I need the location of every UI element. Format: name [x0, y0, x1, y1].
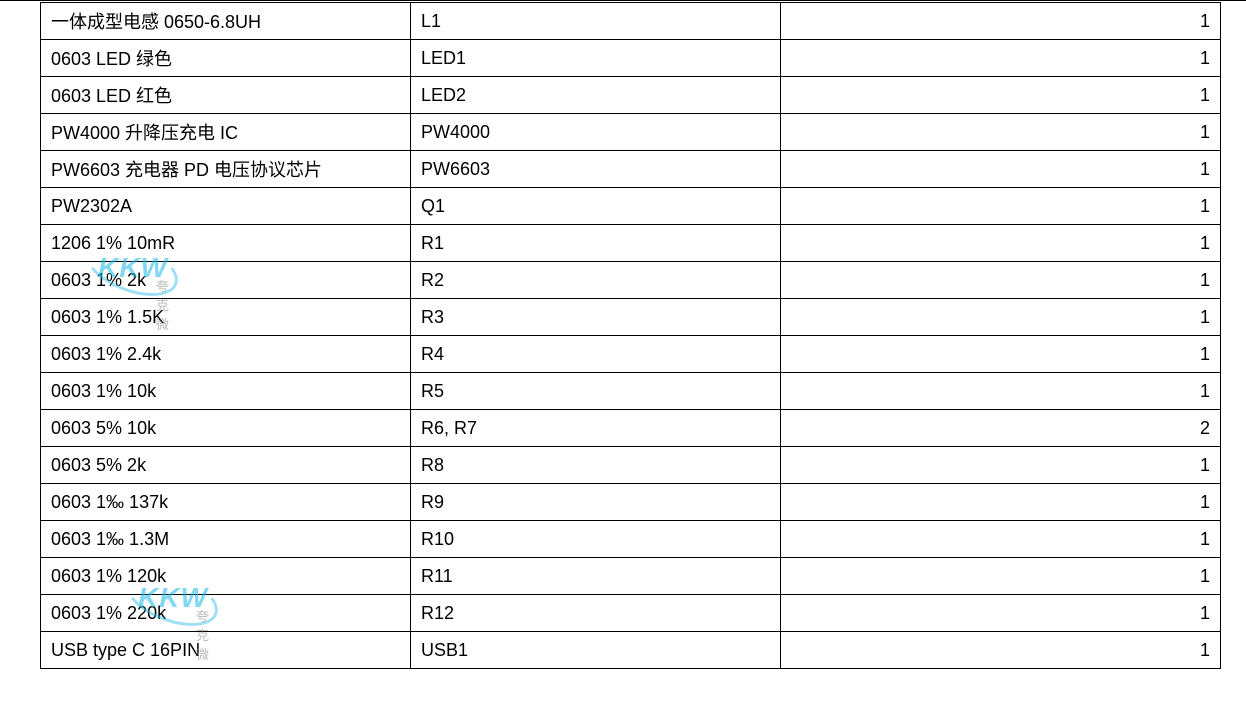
cell-reference: USB1 — [411, 632, 781, 669]
cell-reference: L1 — [411, 3, 781, 40]
cell-quantity: 1 — [781, 114, 1221, 151]
cell-description: 0603 1% 120k — [41, 558, 411, 595]
cell-reference: R5 — [411, 373, 781, 410]
cell-description: 0603 LED 红色 — [41, 77, 411, 114]
cell-quantity: 1 — [781, 521, 1221, 558]
cell-description: 0603 1‰ 1.3M — [41, 521, 411, 558]
cell-reference: R9 — [411, 484, 781, 521]
cell-quantity: 1 — [781, 632, 1221, 669]
cell-quantity: 1 — [781, 447, 1221, 484]
table-row: 一体成型电感 0650-6.8UHL11 — [41, 3, 1221, 40]
cell-description: 0603 1‰ 137k — [41, 484, 411, 521]
cell-quantity: 1 — [781, 77, 1221, 114]
cell-reference: PW6603 — [411, 151, 781, 188]
cell-quantity: 1 — [781, 40, 1221, 77]
cell-quantity: 1 — [781, 151, 1221, 188]
cell-description: 0603 LED 绿色 — [41, 40, 411, 77]
table-row: 0603 1% 1.5KR31 — [41, 299, 1221, 336]
table-row: 0603 5% 2kR81 — [41, 447, 1221, 484]
cell-reference: R8 — [411, 447, 781, 484]
table-row: 0603 LED 绿色LED11 — [41, 40, 1221, 77]
cell-reference: LED1 — [411, 40, 781, 77]
cell-description: 0603 1% 2.4k — [41, 336, 411, 373]
cell-reference: R3 — [411, 299, 781, 336]
table-row: 0603 1‰ 137kR91 — [41, 484, 1221, 521]
cell-description: PW6603 充电器 PD 电压协议芯片 — [41, 151, 411, 188]
table-row: 0603 1‰ 1.3MR101 — [41, 521, 1221, 558]
cell-description: 1206 1% 10mR — [41, 225, 411, 262]
table-row: 0603 1% 10kR51 — [41, 373, 1221, 410]
cell-reference: R1 — [411, 225, 781, 262]
cell-reference: Q1 — [411, 188, 781, 225]
table-row: PW2302AQ11 — [41, 188, 1221, 225]
table-row: 0603 LED 红色LED21 — [41, 77, 1221, 114]
cell-quantity: 1 — [781, 558, 1221, 595]
cell-reference: PW4000 — [411, 114, 781, 151]
cell-quantity: 1 — [781, 3, 1221, 40]
cell-quantity: 1 — [781, 595, 1221, 632]
cell-reference: R11 — [411, 558, 781, 595]
cell-description: 0603 1% 220k — [41, 595, 411, 632]
bom-table-body: 一体成型电感 0650-6.8UHL110603 LED 绿色LED110603… — [41, 3, 1221, 669]
table-row: 0603 5% 10kR6, R72 — [41, 410, 1221, 447]
cell-description: 一体成型电感 0650-6.8UH — [41, 3, 411, 40]
cell-reference: LED2 — [411, 77, 781, 114]
table-row: 1206 1% 10mRR11 — [41, 225, 1221, 262]
table-row: PW6603 充电器 PD 电压协议芯片PW66031 — [41, 151, 1221, 188]
cell-quantity: 1 — [781, 484, 1221, 521]
table-row: 0603 1% 2.4kR41 — [41, 336, 1221, 373]
cell-quantity: 1 — [781, 262, 1221, 299]
cell-reference: R12 — [411, 595, 781, 632]
cell-reference: R2 — [411, 262, 781, 299]
table-row: 0603 1% 220kR121 — [41, 595, 1221, 632]
cell-reference: R10 — [411, 521, 781, 558]
cell-description: USB type C 16PIN — [41, 632, 411, 669]
table-row: 0603 1% 120kR111 — [41, 558, 1221, 595]
cell-description: PW4000 升降压充电 IC — [41, 114, 411, 151]
cell-description: 0603 5% 10k — [41, 410, 411, 447]
cell-quantity: 1 — [781, 188, 1221, 225]
cell-description: PW2302A — [41, 188, 411, 225]
cell-description: 0603 1% 10k — [41, 373, 411, 410]
cell-description: 0603 5% 2k — [41, 447, 411, 484]
top-border-line — [0, 0, 1246, 1]
cell-reference: R6, R7 — [411, 410, 781, 447]
cell-quantity: 2 — [781, 410, 1221, 447]
cell-reference: R4 — [411, 336, 781, 373]
bom-table: 一体成型电感 0650-6.8UHL110603 LED 绿色LED110603… — [40, 2, 1221, 669]
table-row: PW4000 升降压充电 ICPW40001 — [41, 114, 1221, 151]
cell-quantity: 1 — [781, 336, 1221, 373]
page: 一体成型电感 0650-6.8UHL110603 LED 绿色LED110603… — [0, 0, 1246, 720]
cell-description: 0603 1% 2k — [41, 262, 411, 299]
table-row: USB type C 16PINUSB11 — [41, 632, 1221, 669]
table-row: 0603 1% 2kR21 — [41, 262, 1221, 299]
cell-quantity: 1 — [781, 225, 1221, 262]
cell-quantity: 1 — [781, 373, 1221, 410]
cell-description: 0603 1% 1.5K — [41, 299, 411, 336]
cell-quantity: 1 — [781, 299, 1221, 336]
